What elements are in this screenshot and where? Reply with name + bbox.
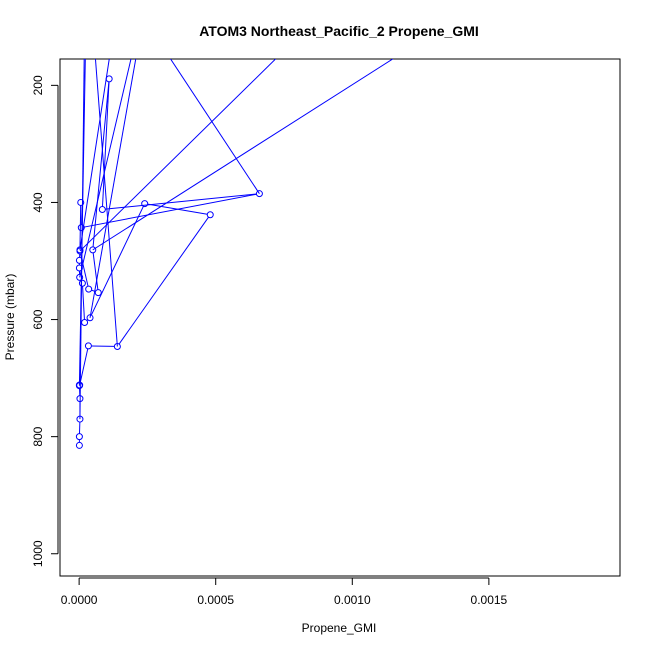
data-point [94, 289, 102, 297]
x-tick-label: 0.0005 [197, 593, 234, 607]
series-segment [90, 206, 144, 316]
series-segment [105, 193, 257, 210]
series-offscale-segment [169, 59, 260, 194]
series-segment [79, 348, 89, 383]
data-point [105, 75, 113, 83]
series-offscale-segment [79, 59, 110, 250]
data-point [141, 200, 149, 208]
data-point [77, 224, 85, 232]
data-point [89, 246, 97, 254]
data-point [78, 279, 86, 287]
series-segment [84, 193, 257, 228]
series-segment [118, 216, 209, 345]
data-point [76, 246, 84, 254]
data-point [255, 190, 263, 198]
y-tick-label: 200 [31, 75, 45, 95]
data-point [76, 381, 84, 389]
x-axis: 0.0000 0.0005 0.0010 0.0015 [61, 577, 508, 607]
data-point [85, 285, 93, 293]
plot-frame [59, 58, 621, 577]
y-tick-label: 600 [31, 309, 45, 329]
series-offscale-segment [92, 59, 394, 251]
y-tick-label: 400 [31, 192, 45, 212]
data-point [75, 441, 83, 449]
data-point [86, 314, 94, 322]
data-point [76, 273, 84, 281]
series-offscale-segment [79, 59, 85, 420]
series-offscale-segment [79, 59, 277, 252]
data-point [206, 211, 214, 219]
data-point [76, 415, 84, 423]
series-offscale-segment [79, 59, 132, 278]
data-point [98, 205, 106, 213]
series-segment [101, 81, 110, 207]
chart-title: ATOM3 Northeast_Pacific_2 Propene_GMI [199, 23, 479, 39]
series-offscale-segment [94, 59, 118, 347]
y-axis-label: Pressure (mbar) [3, 274, 17, 361]
x-tick-label: 0.0000 [61, 593, 98, 607]
y-tick-label: 1000 [31, 540, 45, 567]
data-point [77, 198, 85, 206]
x-axis-label: Propene_GMI [302, 621, 377, 635]
series-segment [79, 205, 82, 247]
data-point [75, 256, 83, 264]
data-point [75, 264, 83, 272]
data-point [75, 433, 83, 441]
data-point [113, 342, 121, 350]
y-axis: 200 400 600 800 1000 [31, 75, 59, 567]
data-point [84, 342, 92, 350]
x-tick-label: 0.0010 [334, 593, 371, 607]
data-point [81, 318, 89, 326]
series-offscale-segment [89, 59, 137, 318]
series-segment [92, 81, 110, 247]
series-layer [75, 59, 394, 449]
x-tick-label: 0.0015 [471, 593, 508, 607]
data-point [76, 395, 84, 403]
series-segment [82, 286, 85, 320]
y-tick-label: 800 [31, 426, 45, 446]
series-segment [92, 252, 99, 290]
